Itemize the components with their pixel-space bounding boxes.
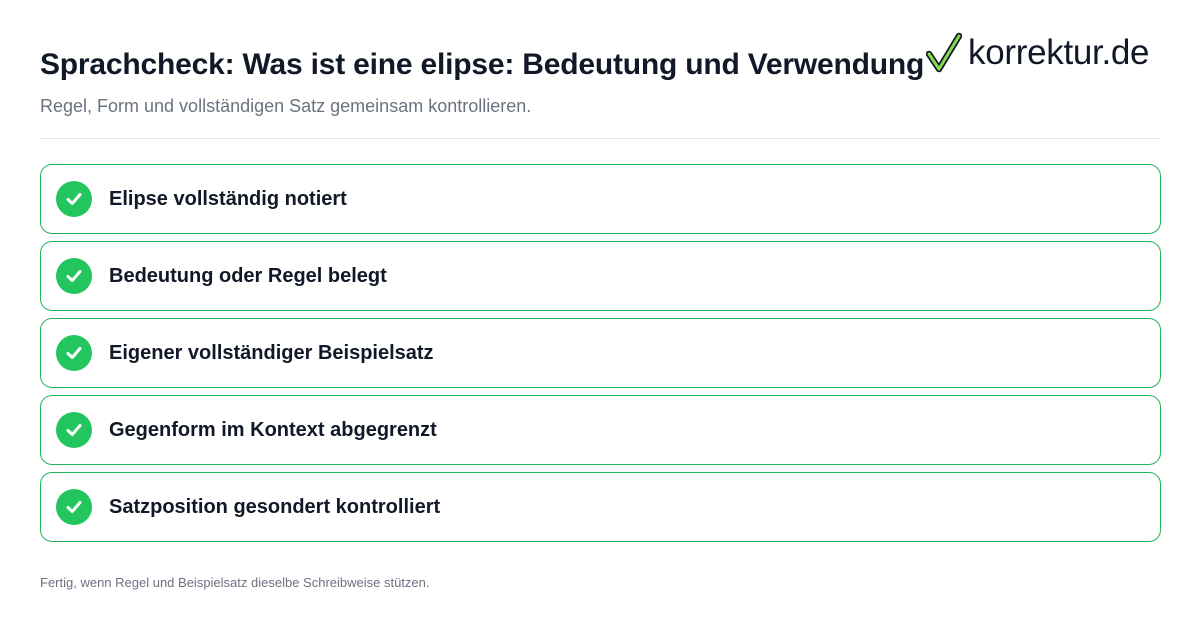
- checklist-item-label: Gegenform im Kontext abgegrenzt: [109, 418, 437, 441]
- logo-text: korrektur.de: [968, 33, 1150, 72]
- check-circle-icon: [56, 181, 92, 217]
- page-subtitle: Regel, Form und vollständigen Satz gemei…: [40, 96, 532, 116]
- page-title: Sprachcheck: Was ist eine elipse: Bedeut…: [40, 48, 925, 81]
- checklist: Elipse vollständig notiert Bedeutung ode…: [40, 164, 1161, 549]
- checklist-item-label: Satzposition gesondert kontrolliert: [109, 495, 441, 518]
- check-circle-icon: [56, 258, 92, 294]
- brand-logo[interactable]: korrektur.de: [926, 30, 1150, 76]
- footer-note: Fertig, wenn Regel und Beispielsatz dies…: [40, 575, 430, 590]
- checklist-item: Bedeutung oder Regel belegt: [40, 241, 1161, 311]
- check-circle-icon: [56, 335, 92, 371]
- checklist-item-label: Bedeutung oder Regel belegt: [109, 264, 387, 287]
- checklist-item: Elipse vollständig notiert: [40, 164, 1161, 234]
- divider: [40, 138, 1160, 139]
- check-circle-icon: [56, 412, 92, 448]
- checklist-item-label: Elipse vollständig notiert: [109, 187, 347, 210]
- checklist-item: Gegenform im Kontext abgegrenzt: [40, 395, 1161, 465]
- checklist-item: Satzposition gesondert kontrolliert: [40, 472, 1161, 542]
- checklist-item: Eigener vollständiger Beispielsatz: [40, 318, 1161, 388]
- checkmark-icon: [926, 32, 962, 74]
- checklist-item-label: Eigener vollständiger Beispielsatz: [109, 341, 434, 364]
- check-circle-icon: [56, 489, 92, 525]
